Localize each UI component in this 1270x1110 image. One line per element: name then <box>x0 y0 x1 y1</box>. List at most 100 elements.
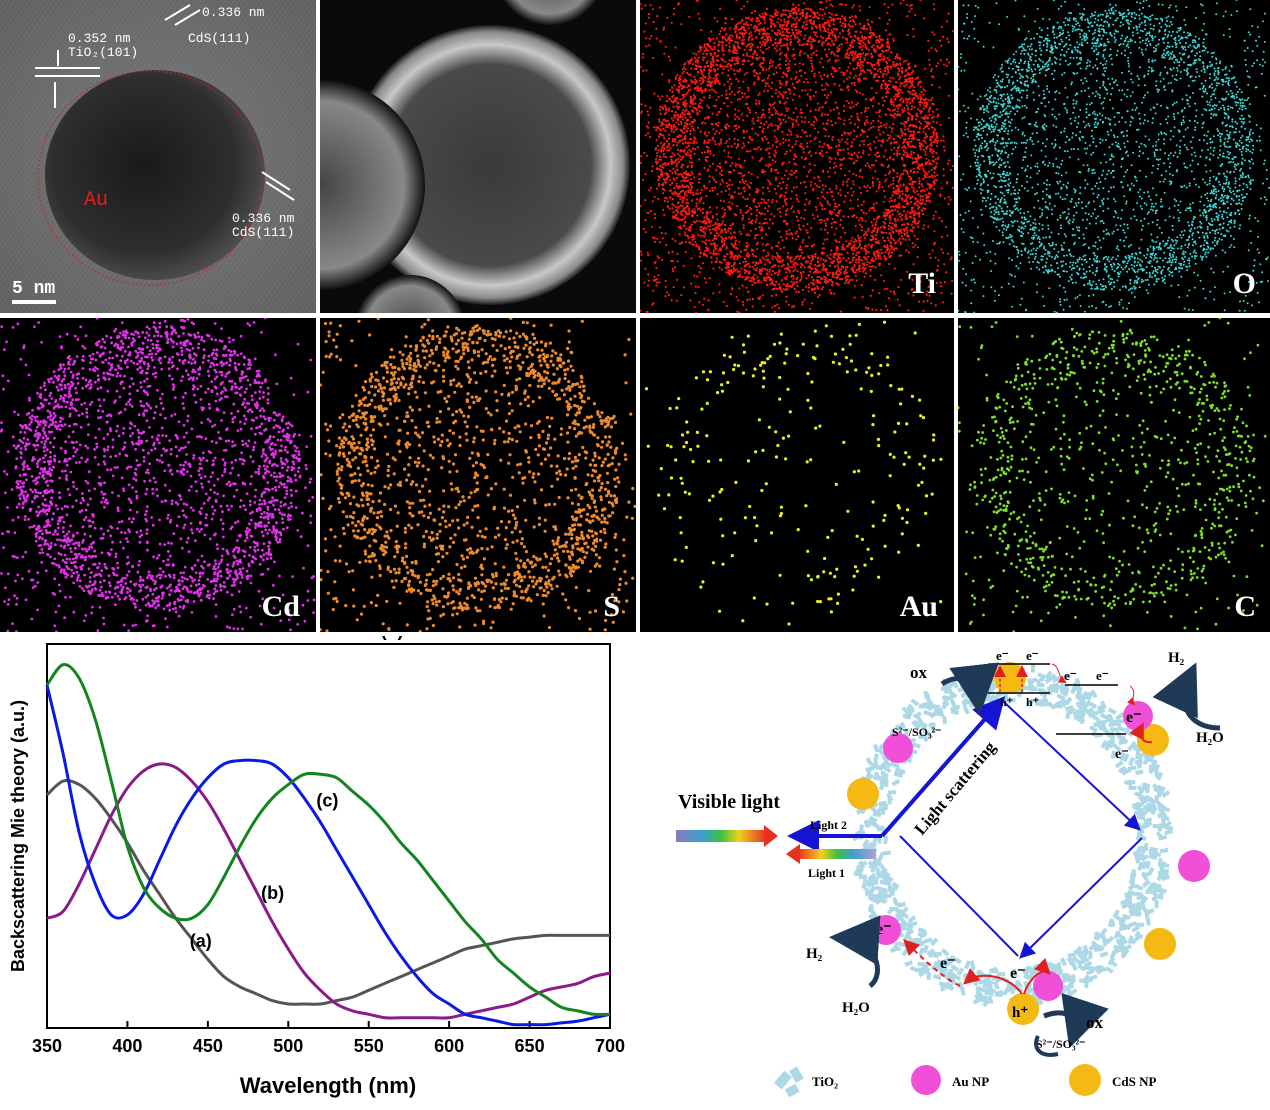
map-dot <box>813 15 816 18</box>
map-dot <box>684 141 687 144</box>
map-dot <box>784 120 788 123</box>
map-dot <box>659 142 662 145</box>
map-dot <box>763 135 767 138</box>
map-dot <box>659 6 662 9</box>
map-dot <box>748 193 751 196</box>
map-dot <box>697 65 700 68</box>
map-dot <box>827 119 830 122</box>
map-dot <box>664 232 667 235</box>
map-dot <box>764 38 767 41</box>
map-dot <box>800 142 803 145</box>
map-dot <box>927 285 930 288</box>
map-dot <box>899 63 902 66</box>
map-ti-dots <box>640 0 954 313</box>
map-dot <box>755 36 758 39</box>
map-dot <box>715 37 718 40</box>
map-dot <box>869 98 872 101</box>
map-dot <box>907 223 910 226</box>
map-dot <box>836 276 839 279</box>
map-dot <box>665 108 668 111</box>
map-dot <box>840 277 844 281</box>
map-dot <box>899 215 902 218</box>
map-dot <box>708 80 711 83</box>
map-dot <box>711 228 714 231</box>
map-dot <box>779 37 782 41</box>
map-dot <box>819 61 822 64</box>
map-dot <box>868 209 871 212</box>
map-dot <box>792 12 795 15</box>
map-dot <box>658 226 662 229</box>
map-dot <box>694 78 697 81</box>
map-dot <box>869 274 872 278</box>
map-dot <box>782 283 785 286</box>
map-dot <box>889 241 892 244</box>
map-dot <box>775 258 778 261</box>
map-dot <box>907 175 910 178</box>
map-dot <box>795 134 798 137</box>
map-dot <box>870 45 873 49</box>
map-dot <box>727 125 731 128</box>
map-dot <box>695 67 698 71</box>
map-dot <box>644 22 648 25</box>
map-dot <box>907 292 910 295</box>
map-dot <box>686 86 689 89</box>
map-dot <box>786 208 789 211</box>
map-dot <box>922 127 925 130</box>
map-dot <box>703 49 706 52</box>
map-dot <box>690 120 693 123</box>
map-dot <box>857 268 860 271</box>
map-dot <box>736 310 739 313</box>
map-dot <box>878 292 881 295</box>
map-dot <box>723 212 726 215</box>
map-dot <box>708 96 711 99</box>
map-dot <box>731 183 734 186</box>
map-dot <box>712 136 715 139</box>
map-dot <box>664 155 667 159</box>
map-dot <box>877 249 880 252</box>
map-dot <box>872 184 875 187</box>
map-dot <box>851 25 854 28</box>
map-dot <box>830 120 833 123</box>
map-dot <box>739 68 742 71</box>
map-dot <box>725 247 728 250</box>
map-dot <box>756 241 759 244</box>
map-dot <box>940 235 943 238</box>
map-dot <box>872 97 875 100</box>
map-dot <box>898 78 901 81</box>
map-dot <box>705 116 708 119</box>
map-dot <box>865 212 868 215</box>
map-dot <box>649 4 652 7</box>
map-dot <box>844 19 847 22</box>
map-dot <box>909 4 912 7</box>
map-dot <box>664 129 667 132</box>
map-dot <box>686 60 690 63</box>
map-dot <box>734 236 737 239</box>
map-dot <box>899 278 902 281</box>
map-dot <box>866 162 869 165</box>
map-dot <box>821 288 824 291</box>
map-dot <box>686 165 690 168</box>
map-dot <box>886 246 889 249</box>
map-dot <box>796 36 799 39</box>
map-dot <box>670 162 673 165</box>
map-dot <box>927 225 930 228</box>
map-dot <box>909 101 912 104</box>
map-dot <box>821 263 825 266</box>
map-dot <box>688 174 691 177</box>
map-dot <box>678 233 681 236</box>
map-dot <box>730 196 733 199</box>
map-dot <box>798 19 801 22</box>
map-dot <box>897 104 900 107</box>
map-dot <box>902 210 906 213</box>
map-dot <box>951 30 954 33</box>
map-dot <box>890 130 893 133</box>
map-dot <box>942 168 945 171</box>
map-dot <box>765 244 768 247</box>
map-dot <box>713 140 716 143</box>
map-dot <box>787 62 790 66</box>
map-dot <box>919 198 922 201</box>
map-dot <box>697 12 700 15</box>
map-dot <box>698 158 701 161</box>
map-dot <box>920 97 923 100</box>
map-dot <box>768 156 771 159</box>
